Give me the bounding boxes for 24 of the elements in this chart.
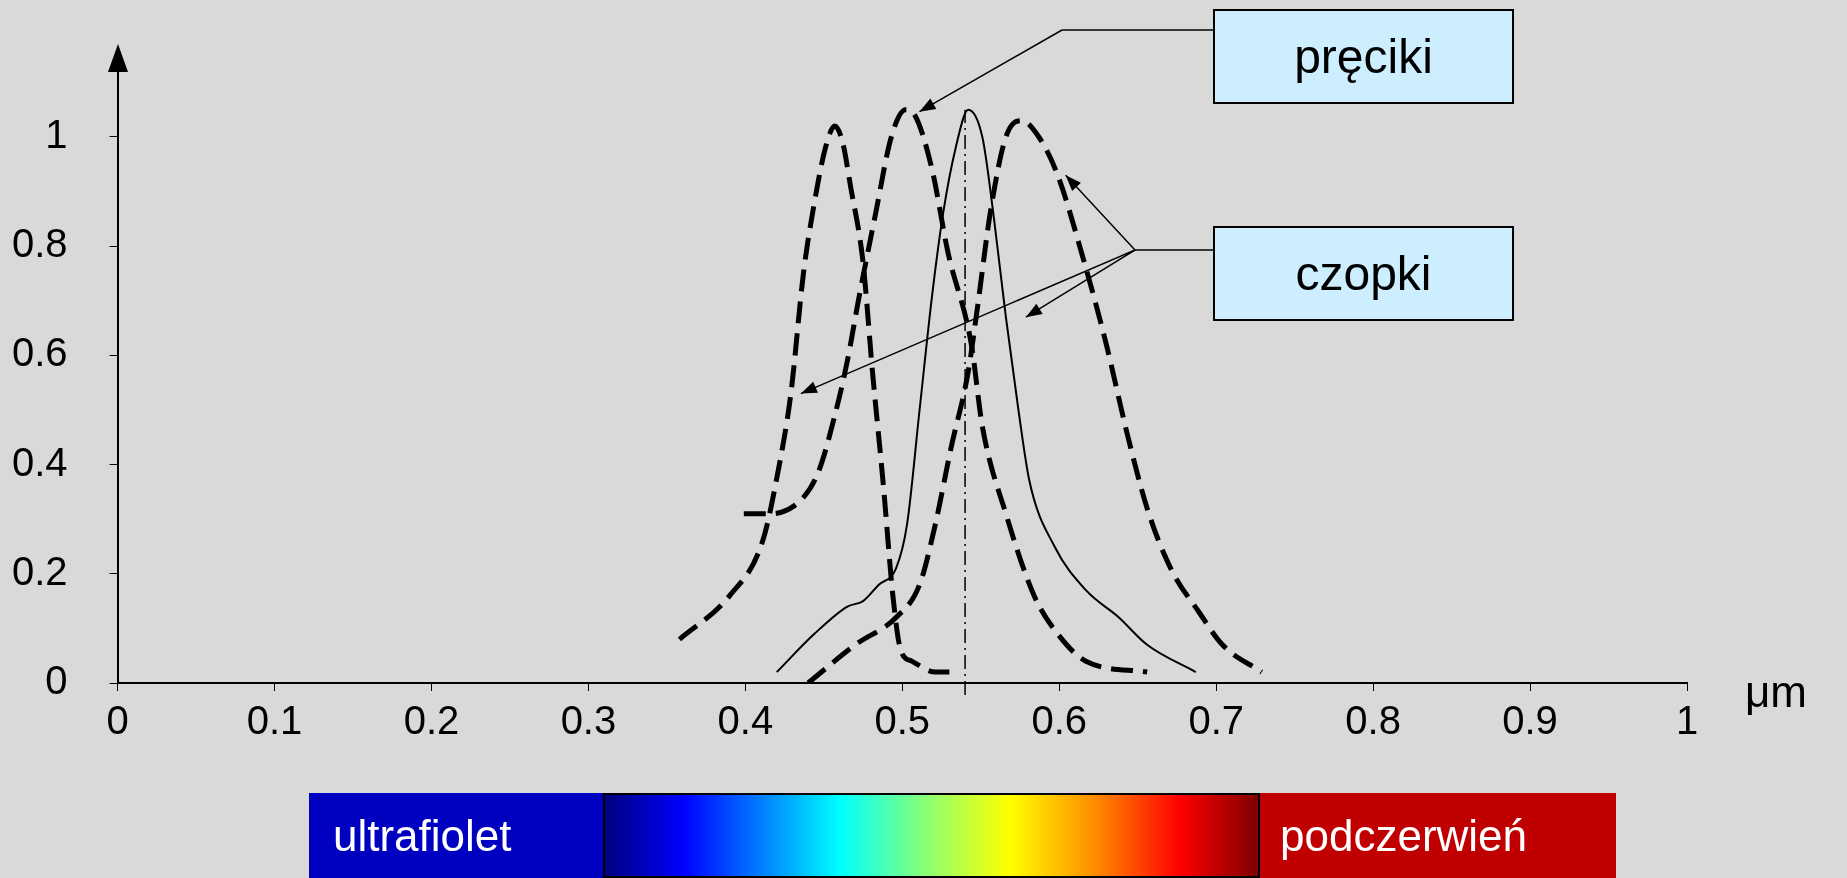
y-tick-label: 0.4 [12, 439, 68, 484]
x-tick-label: 0.4 [717, 698, 774, 743]
x-tick-label: 0.2 [403, 698, 460, 743]
y-tick-label: 0.6 [12, 330, 68, 375]
y-tick-label: 1 [45, 112, 68, 157]
x-tick-label: 0.6 [1031, 698, 1088, 743]
x-tick-label: 0.5 [874, 698, 931, 743]
label-box: pręciki [1213, 9, 1514, 104]
x-tick-label: 0 [106, 698, 129, 743]
text: podczerwień [1260, 793, 1616, 878]
x-axis-title: μm [1745, 667, 1808, 717]
y-tick-label: 0 [45, 658, 68, 703]
x-tick-label: 0.1 [246, 698, 303, 743]
x-tick-label: 0.3 [560, 698, 617, 743]
x-tick-label: 1 [1675, 698, 1699, 743]
x-tick-label: 0.7 [1188, 698, 1244, 743]
text: ultrafiolet [309, 793, 603, 878]
annotation: pręciki [1294, 29, 1433, 84]
y-tick-label: 0.2 [12, 548, 68, 593]
label-box: czopki [1213, 226, 1514, 321]
x-tick-label: 0.9 [1502, 698, 1558, 743]
x-tick-label: 0.8 [1345, 698, 1401, 743]
y-tick-label: 0.8 [12, 221, 68, 266]
annotation: czopki [1295, 246, 1432, 301]
